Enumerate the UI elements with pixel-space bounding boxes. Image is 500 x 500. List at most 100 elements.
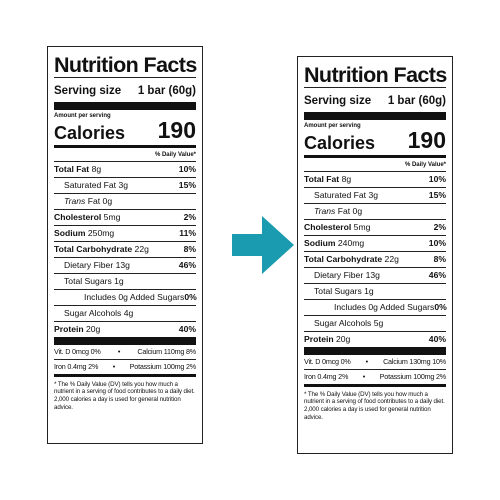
bullet: • xyxy=(112,362,116,371)
nutrient-amount: Fat 0g xyxy=(337,206,363,216)
potassium: Potassium 100mg 2% xyxy=(379,372,447,381)
vitamin-d: Vit. D 0mcg 0% xyxy=(304,357,351,366)
row-protein: Protein 20g 40% xyxy=(304,330,446,347)
arrow-shape xyxy=(232,216,294,274)
serving-size-row: Serving size 1 bar (60g) xyxy=(304,88,446,112)
divider-thick xyxy=(54,336,196,345)
serving-size-label: Serving size xyxy=(54,84,122,97)
row-added-sugars: Includes 0g Added Sugars 0% xyxy=(304,298,447,315)
nutrient-label: Sodium xyxy=(304,238,336,248)
nutrient-dv: 40% xyxy=(178,324,196,334)
row-dietary-fiber: Dietary Fiber 13g 46% xyxy=(304,266,446,283)
row-total-fat: Total Fat 8g 10% xyxy=(304,170,446,187)
row-dietary-fiber: Dietary Fiber 13g 46% xyxy=(54,256,196,273)
nutrient-dv: 0% xyxy=(434,302,447,312)
nutrient-label: Cholesterol xyxy=(54,212,102,222)
nutrient-dv: 2% xyxy=(183,212,196,222)
nutrient-amount: 5mg xyxy=(353,222,371,232)
nutrient-dv: 8% xyxy=(433,254,446,264)
row-added-sugars: Includes 0g Added Sugars 0% xyxy=(54,288,197,305)
nutrient-dv: 10% xyxy=(178,164,196,174)
nutrient-amount: 240mg xyxy=(337,238,365,248)
nutrient-amount: 20g xyxy=(336,334,351,344)
nutrient-amount: 20g xyxy=(86,324,101,334)
nutrient-dv: 15% xyxy=(178,180,196,190)
divider xyxy=(304,368,446,370)
nutrient-label: Saturated Fat xyxy=(64,180,117,190)
nutrient-label: Includes 0g Added Sugars xyxy=(84,292,185,302)
nutrient-label: Cholesterol xyxy=(304,222,352,232)
serving-size-value: 1 bar (60g) xyxy=(387,94,446,107)
calories-value: 190 xyxy=(157,116,196,143)
row-cholesterol: Cholesterol 5mg 2% xyxy=(54,208,196,225)
nutrient-amount: 3g xyxy=(118,180,129,190)
potassium: Potassium 100mg 2% xyxy=(129,362,197,371)
iron: Iron 0.4mg 2% xyxy=(304,372,349,381)
bullet: • xyxy=(117,347,121,356)
nutrient-label: Total Fat xyxy=(304,174,340,184)
nutrient-label: Protein xyxy=(54,324,84,334)
nutrient-dv: 46% xyxy=(428,270,446,280)
nutrient-amount: 8g xyxy=(341,174,352,184)
nutrient-label: Trans xyxy=(64,196,86,206)
row-saturated-fat: Saturated Fat 3g 15% xyxy=(304,186,446,203)
row-total-fat: Total Fat 8g 10% xyxy=(54,160,196,177)
micronutrient-row: Vit. D 0mcg 0% • Calcium 130mg 10% xyxy=(304,355,446,369)
calories-value: 190 xyxy=(407,126,446,153)
row-total-sugars: Total Sugars 1g xyxy=(54,272,196,289)
nutrient-label: Sodium xyxy=(54,228,86,238)
label-title: Nutrition Facts xyxy=(304,63,447,87)
nutrient-label: Sugar Alcohols 4g xyxy=(64,308,134,318)
calories-row: Calories 190 xyxy=(304,126,446,155)
calories-label: Calories xyxy=(54,122,126,143)
nutrient-label: Dietary Fiber 13g xyxy=(64,260,130,270)
amount-per-serving: Amount per serving xyxy=(54,112,111,119)
micronutrient-row: Vit. D 0mcg 0% • Calcium 110mg 8% xyxy=(54,345,196,359)
row-total-carbohydrate: Total Carbohydrate 22g 8% xyxy=(54,240,196,257)
row-sugar-alcohols: Sugar Alcohols 5g xyxy=(304,314,446,331)
nutrient-amount: 250mg xyxy=(87,228,115,238)
micronutrient-row: Iron 0.4mg 2% • Potassium 100mg 2% xyxy=(54,360,196,374)
row-total-sugars: Total Sugars 1g xyxy=(304,282,446,299)
calories-row: Calories 190 xyxy=(54,116,196,145)
nutrient-dv: 8% xyxy=(183,244,196,254)
row-sugar-alcohols: Sugar Alcohols 4g xyxy=(54,304,196,321)
nutrient-dv: 0% xyxy=(184,292,197,302)
divider-medium xyxy=(304,154,446,158)
nutrient-amount: 3g xyxy=(368,190,379,200)
vitamin-d: Vit. D 0mcg 0% xyxy=(54,347,101,356)
nutrient-dv: 46% xyxy=(178,260,196,270)
nutrient-dv: 10% xyxy=(428,238,446,248)
row-total-carbohydrate: Total Carbohydrate 22g 8% xyxy=(304,250,446,267)
row-sodium: Sodium 240mg 10% xyxy=(304,234,446,251)
nutrient-dv: 2% xyxy=(433,222,446,232)
bullet: • xyxy=(365,357,369,366)
nutrient-dv: 15% xyxy=(428,190,446,200)
daily-value-header: % Daily Value* xyxy=(404,161,446,168)
footnote: * The % Daily Value (DV) tells you how m… xyxy=(54,380,195,411)
divider-thick xyxy=(304,346,446,355)
row-cholesterol: Cholesterol 5mg 2% xyxy=(304,218,446,235)
nutrient-amount: 5mg xyxy=(103,212,121,222)
nutrient-dv: 11% xyxy=(179,228,196,238)
divider-medium xyxy=(54,373,196,377)
nutrient-label: Trans xyxy=(314,206,336,216)
nutrient-amount: 22g xyxy=(134,244,149,254)
row-sodium: Sodium 250mg 11% xyxy=(54,224,196,241)
calcium: Calcium 130mg 10% xyxy=(383,357,446,366)
nutrient-amount: 8g xyxy=(91,164,102,174)
row-trans-fat: Trans Fat 0g xyxy=(304,202,446,219)
serving-size-label: Serving size xyxy=(304,94,372,107)
row-protein: Protein 20g 40% xyxy=(54,320,196,337)
nutrient-label: Sugar Alcohols 5g xyxy=(314,318,384,328)
divider xyxy=(54,358,196,360)
serving-size-row: Serving size 1 bar (60g) xyxy=(54,78,196,102)
divider xyxy=(54,76,196,78)
calcium: Calcium 110mg 8% xyxy=(137,347,196,356)
nutrition-label-after: Nutrition Facts Serving size 1 bar (60g)… xyxy=(297,56,453,454)
divider-medium xyxy=(54,144,196,148)
micronutrient-row: Iron 0.4mg 2% • Potassium 100mg 2% xyxy=(304,370,446,384)
amount-per-serving: Amount per serving xyxy=(304,122,361,129)
iron: Iron 0.4mg 2% xyxy=(54,362,99,371)
label-title: Nutrition Facts xyxy=(54,53,197,77)
